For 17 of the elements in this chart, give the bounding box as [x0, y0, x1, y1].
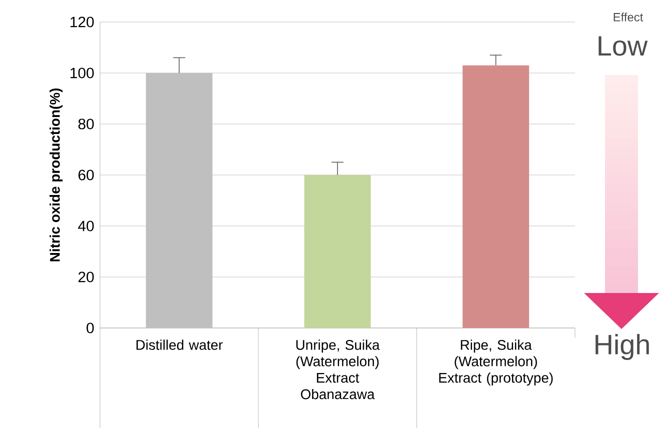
y-tick-label: 80: [78, 118, 94, 130]
text: High: [596, 334, 649, 360]
text: Low: [598, 36, 648, 56]
y-tick-label: 120: [70, 16, 94, 28]
x-tick-label: Ripe, Suika (Watermelon) Extract (prototype): [439, 340, 553, 386]
text: Effect: [614, 12, 644, 22]
bar: [146, 72, 212, 328]
y-tick-label: 100: [70, 68, 94, 78]
y-axis-title: Nitric oxide production(%): [50, 88, 63, 262]
x-tick-label: Distilled water: [136, 340, 223, 350]
bar: [304, 174, 371, 328]
y-tick-label: 40: [78, 220, 94, 232]
bar: [462, 65, 530, 328]
y-tick-label: 0: [86, 322, 94, 334]
y-tick-label: 60: [78, 170, 94, 180]
x-tick-label: Unripe, Suika (Watermelon) Extract Obanazawa: [296, 340, 380, 400]
y-tick-label: 20: [78, 272, 94, 282]
